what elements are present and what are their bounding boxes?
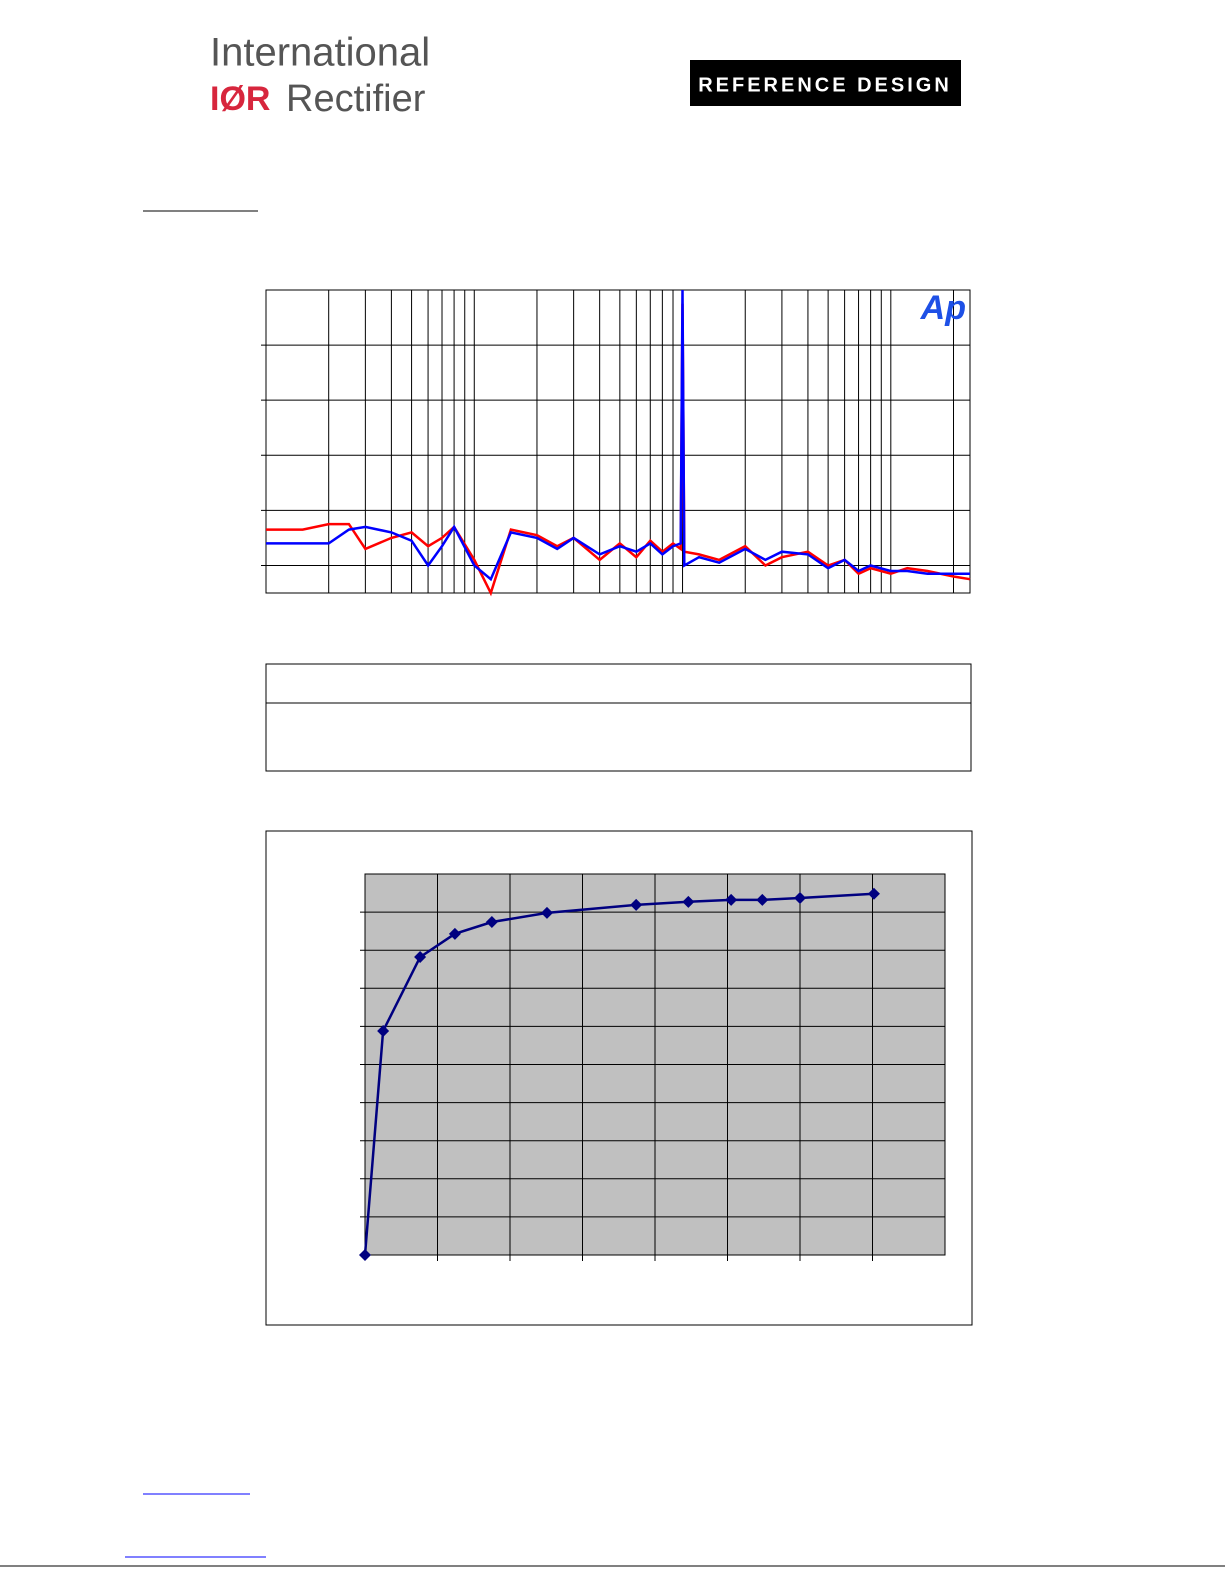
data-point [725,893,738,906]
data-point [359,1249,371,1261]
data-point [414,951,427,964]
data-point [448,927,461,940]
data-point [794,892,806,905]
logo-mark: IØR [210,80,270,118]
series-line [266,289,970,582]
ap-logo: Ap [920,289,966,327]
data-point [756,893,769,906]
series-line [363,892,875,1256]
logo-line: International [210,31,430,75]
data-point [867,887,880,900]
caption-box [265,663,972,772]
data-point [540,906,553,919]
data-point [485,916,498,929]
data-point [377,1024,390,1037]
data-point [682,895,695,908]
badge-text: REFERENCE DESIGN [698,74,952,96]
data-point [630,898,643,911]
logo-line: Rectifier [286,78,426,120]
badge [690,60,961,106]
